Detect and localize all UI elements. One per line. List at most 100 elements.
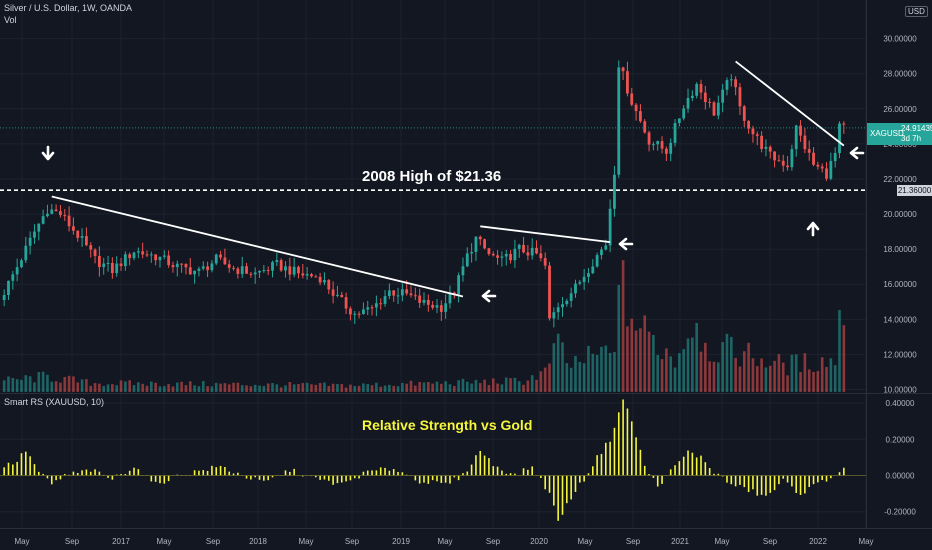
indicator-legend[interactable]: Smart RS (XAUUSD, 10)	[4, 397, 105, 407]
volume-bar	[227, 384, 231, 392]
price-tag-countdown: 3d 7h	[901, 134, 922, 143]
volume-bar	[717, 362, 720, 392]
volume-bar	[275, 384, 279, 392]
candle-body	[825, 168, 828, 179]
volume-bar	[163, 386, 166, 392]
volume-bar	[608, 352, 612, 392]
candle-body	[812, 152, 815, 165]
volume-bar	[569, 367, 573, 392]
volume-bar	[617, 284, 621, 392]
volume-bar	[747, 342, 750, 392]
candle-body	[310, 274, 313, 277]
volume-bar	[106, 384, 110, 392]
volume-legend[interactable]: Vol	[4, 15, 17, 25]
volume-bar	[613, 352, 616, 392]
volume-bar	[336, 384, 339, 392]
candle-body	[465, 253, 469, 267]
volume-bar	[171, 386, 175, 392]
volume-bar	[587, 345, 590, 392]
candle-body	[535, 247, 538, 254]
candle-body	[664, 148, 668, 154]
volume-bar	[478, 383, 482, 392]
volume-bar	[124, 381, 127, 392]
volume-bar	[357, 385, 361, 392]
volume-bar	[487, 385, 491, 392]
candle-body	[46, 213, 49, 217]
volume-bar	[461, 378, 465, 392]
volume-bar	[314, 384, 318, 392]
candle-body	[626, 71, 629, 94]
volume-bar	[755, 366, 759, 392]
candle-body	[145, 254, 149, 256]
volume-bar	[699, 351, 703, 392]
candle-body	[123, 254, 127, 267]
volume-bar	[240, 385, 244, 392]
candle-body	[418, 295, 422, 303]
arrow-left-icon	[849, 146, 865, 160]
volume-bar	[730, 336, 733, 392]
candle-body	[253, 272, 257, 275]
candle-body	[695, 84, 699, 96]
candle-body	[639, 111, 642, 122]
volume-bar	[54, 381, 58, 392]
volume-bar	[760, 358, 763, 392]
candle-body	[621, 67, 625, 72]
volume-bar	[630, 318, 634, 392]
volume-bar	[712, 361, 716, 392]
volume-bar	[362, 383, 365, 392]
candle-body	[180, 263, 184, 265]
volume-bar	[305, 382, 309, 392]
candle-body	[565, 300, 569, 305]
candle-body	[651, 144, 655, 146]
volume-bar	[59, 382, 62, 392]
volume-bar	[807, 369, 811, 392]
candle-body	[93, 249, 97, 256]
volume-bar	[647, 331, 651, 392]
candle-body	[496, 255, 499, 258]
candle-body	[279, 260, 283, 271]
volume-bar	[517, 381, 521, 392]
volume-bar	[414, 385, 417, 392]
candle-body	[647, 132, 651, 145]
candle-body	[669, 142, 673, 154]
annotation-relative-strength[interactable]: Relative Strength vs Gold	[362, 417, 533, 433]
candle-body	[362, 309, 365, 315]
volume-bar	[526, 380, 530, 392]
candle-body	[327, 280, 331, 290]
y-tick-label: 26.00000	[883, 105, 917, 114]
candle-body	[158, 256, 162, 261]
candle-body	[201, 266, 205, 269]
candle-body	[760, 135, 763, 149]
symbol-legend[interactable]: Silver / U.S. Dollar, 1W, OANDA	[4, 3, 133, 13]
candle-body	[500, 256, 504, 258]
candle-body	[188, 267, 192, 275]
candle-body	[422, 299, 426, 303]
volume-bar	[695, 322, 698, 392]
candle-body	[33, 231, 36, 238]
candle-body	[128, 254, 132, 259]
volume-bar	[513, 377, 517, 392]
currency-button[interactable]: USD	[905, 6, 928, 17]
candle-body	[219, 254, 222, 258]
volume-bar	[383, 385, 387, 392]
candle-body	[816, 164, 820, 167]
volume-bar	[271, 383, 274, 392]
arrow-left-icon	[481, 289, 497, 303]
volume-bar	[522, 384, 525, 392]
annotation-2008-high[interactable]: 2008 High of $21.36	[362, 168, 502, 185]
volume-bar	[539, 371, 543, 392]
candle-body	[80, 236, 84, 238]
volume-bar	[188, 381, 192, 392]
volume-bar	[626, 326, 629, 392]
volume-bar	[245, 385, 248, 392]
volume-bar	[781, 362, 785, 392]
volume-bar	[24, 375, 28, 392]
volume-bar	[102, 386, 106, 392]
candle-body	[41, 216, 45, 224]
volume-bar	[738, 366, 742, 392]
price-tag-symbol: XAGUSD	[870, 129, 904, 138]
volume-bar	[634, 330, 638, 392]
volume-bar	[249, 386, 253, 392]
